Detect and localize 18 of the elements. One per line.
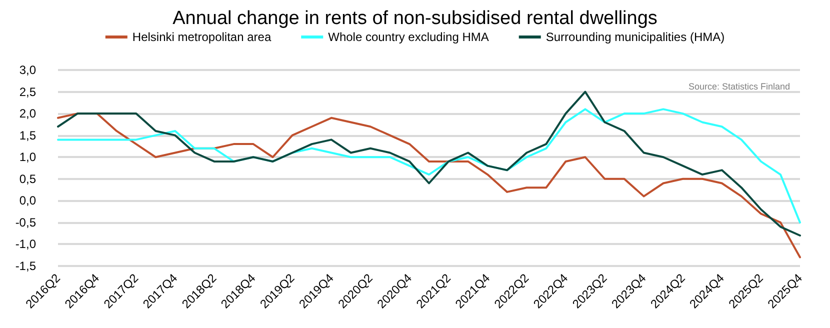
- legend-label: Helsinki metropolitan area: [132, 30, 272, 44]
- y-tick-label: 0,5: [19, 172, 36, 186]
- y-tick-label: -1,0: [15, 237, 36, 252]
- chart-title: Annual change in rents of non-subsidised rental dwellings: [172, 8, 658, 29]
- y-tick-label: 3,0: [19, 63, 36, 77]
- y-tick-label: 0,0: [19, 194, 36, 208]
- y-tick-label: 1,5: [19, 128, 36, 142]
- y-tick-label: 1,0: [19, 150, 36, 164]
- line-series: [57, 112, 801, 258]
- line-series: [57, 108, 801, 224]
- annotation: Source: Statistics Finland: [688, 82, 790, 92]
- legend-label: Surrounding municipalities (HMA): [546, 30, 725, 44]
- legend-label: Whole country excluding HMA: [328, 30, 489, 44]
- y-tick-label: -0,5: [15, 215, 36, 230]
- y-tick-label: -1,5: [15, 259, 36, 273]
- y-tick-label: 2,5: [19, 84, 36, 99]
- line-series: [57, 90, 801, 237]
- y-tick-label: 2,0: [19, 106, 36, 121]
